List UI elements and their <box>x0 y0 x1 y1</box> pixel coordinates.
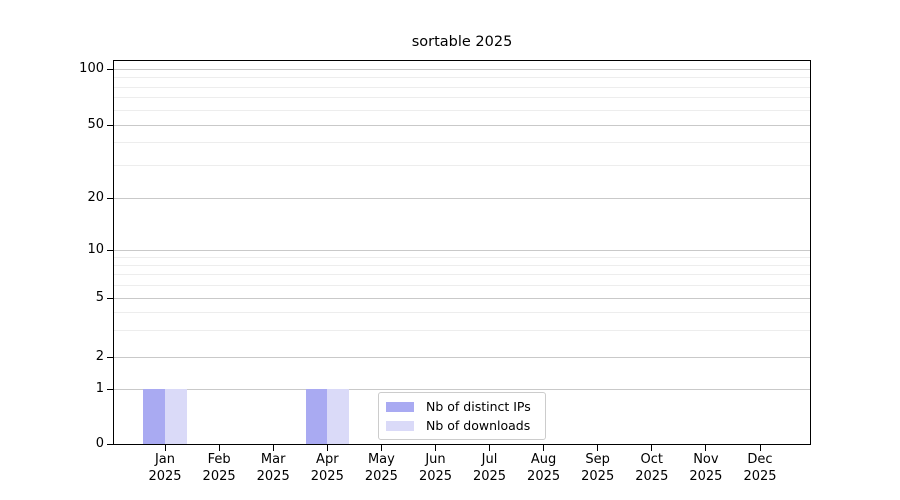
x-tick-label-year: 2025 <box>364 468 398 484</box>
x-tick-label-month: Oct <box>640 452 664 467</box>
x-tick-label-year: 2025 <box>689 468 723 484</box>
gridline-minor <box>114 274 810 276</box>
x-tick-label: Jul 2025 <box>455 452 525 485</box>
x-tick-label: Apr 2025 <box>292 452 362 485</box>
y-tick-label: 20 <box>87 190 104 205</box>
x-tick-label: Aug 2025 <box>509 452 579 485</box>
gridline-major <box>114 68 810 70</box>
gridline-major <box>114 388 810 390</box>
x-tick-label: Sep 2025 <box>563 452 633 485</box>
x-tick-label: Jan 2025 <box>130 452 200 485</box>
y-tick-label: 10 <box>87 242 104 257</box>
x-tick-label-month: Mar <box>260 452 286 467</box>
x-tick-mark <box>489 445 490 451</box>
legend-item: Nb of downloads <box>379 416 545 435</box>
x-tick-label-year: 2025 <box>418 468 453 484</box>
x-tick-label: May 2025 <box>346 452 416 485</box>
x-tick-label-month: Feb <box>207 452 231 467</box>
x-tick-label: Dec 2025 <box>725 452 795 485</box>
x-tick-label-month: Jun <box>425 452 446 467</box>
y-tick-mark <box>107 249 113 251</box>
x-tick-mark <box>651 445 653 451</box>
y-tick-mark <box>107 197 113 199</box>
y-tick-mark <box>107 124 113 126</box>
y-tick-label: 0 <box>95 436 104 451</box>
x-tick-label-year: 2025 <box>635 468 669 484</box>
y-tick-mark <box>107 443 113 445</box>
x-tick-label-year: 2025 <box>148 468 182 484</box>
legend: Nb of distinct IPs Nb of downloads <box>378 392 546 440</box>
x-tick-mark <box>543 445 545 451</box>
x-tick-label-month: Nov <box>693 452 719 467</box>
gridline-minor <box>114 284 810 286</box>
gridline-major <box>114 249 810 251</box>
x-tick-mark <box>597 445 599 451</box>
x-tick-label: Oct 2025 <box>617 452 687 485</box>
x-tick-mark <box>705 445 707 451</box>
x-tick-label-month: Aug <box>530 452 557 467</box>
gridline-major <box>114 124 810 126</box>
bar-downloads <box>165 389 187 444</box>
y-tick-label: 1 <box>95 381 104 396</box>
y-tick-mark <box>107 68 113 70</box>
gridline-minor <box>114 165 810 167</box>
legend-label: Nb of downloads <box>426 418 531 433</box>
x-tick-label-year: 2025 <box>527 468 561 484</box>
gridline-minor <box>114 77 810 78</box>
y-tick-mark <box>107 356 113 358</box>
x-tick-label: Jun 2025 <box>401 452 471 485</box>
x-tick-label-year: 2025 <box>472 468 507 484</box>
y-tick-mark <box>107 388 113 390</box>
gridline-minor <box>114 256 810 258</box>
x-tick-label-year: 2025 <box>256 468 290 484</box>
x-tick-label-year: 2025 <box>743 468 777 484</box>
legend-swatch <box>386 420 414 431</box>
x-tick-mark <box>164 445 166 451</box>
x-tick-label-month: Jan <box>154 452 176 467</box>
x-tick-mark <box>435 445 436 451</box>
bar-downloads <box>327 389 349 444</box>
plot-area: Nb of distinct IPs Nb of downloads <box>107 60 811 451</box>
gridline-major <box>114 197 810 199</box>
gridline-minor <box>114 265 810 266</box>
gridline-major <box>114 356 810 358</box>
x-tick-label-year: 2025 <box>581 468 615 484</box>
x-tick-label-month: May <box>367 452 395 467</box>
legend-item: Nb of distinct IPs <box>379 397 545 416</box>
chart-title: sortable 2025 <box>411 34 513 50</box>
gridline-minor <box>114 142 810 144</box>
x-tick-mark <box>218 445 220 451</box>
y-tick-mark <box>107 297 113 299</box>
x-tick-mark <box>759 445 761 451</box>
gridline-minor <box>114 86 810 88</box>
x-tick-label-year: 2025 <box>202 468 236 484</box>
x-tick-label-month: Jul <box>481 452 498 467</box>
bar-distinct-ips <box>143 389 165 444</box>
legend-label: Nb of distinct IPs <box>426 399 531 414</box>
gridline-minor <box>114 97 810 99</box>
x-tick-label: Nov 2025 <box>671 452 741 485</box>
x-tick-label: Feb 2025 <box>184 452 254 485</box>
x-tick-label-month: Sep <box>585 452 610 467</box>
legend-swatch <box>386 401 414 412</box>
y-tick-label: 50 <box>87 117 104 132</box>
x-tick-mark <box>272 445 274 451</box>
gridline-minor <box>114 311 810 313</box>
x-tick-mark <box>380 445 382 451</box>
y-tick-label: 2 <box>95 349 104 364</box>
bar-distinct-ips <box>305 389 328 444</box>
x-tick-label-month: Apr <box>316 452 339 467</box>
x-tick-label-year: 2025 <box>310 468 344 484</box>
y-tick-label: 5 <box>95 290 104 305</box>
x-tick-label: Mar 2025 <box>238 452 308 485</box>
gridline-minor <box>114 109 810 111</box>
gridline-major <box>114 297 810 299</box>
y-tick-label: 100 <box>79 61 104 76</box>
x-tick-label-month: Dec <box>747 452 773 467</box>
x-tick-mark <box>326 445 328 451</box>
gridline-minor <box>114 330 810 332</box>
